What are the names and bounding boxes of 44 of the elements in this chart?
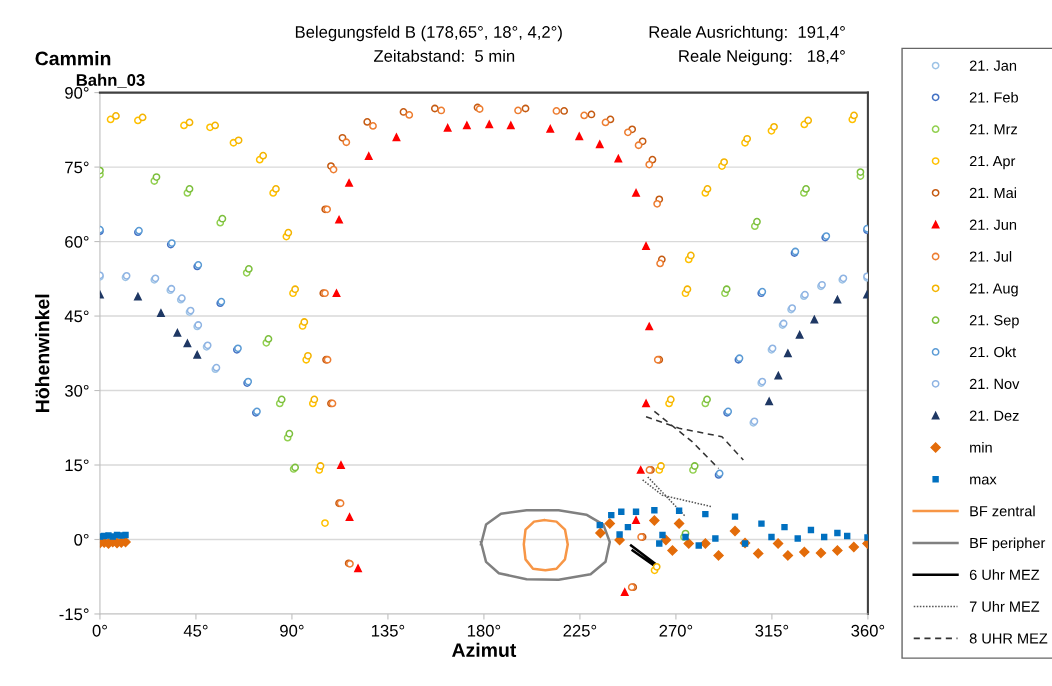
x-tick-label: 270° (659, 624, 693, 637)
legend-label: max (970, 476, 997, 485)
legend-label: 21. Jan (969, 60, 1017, 71)
x-tick-label: 180° (467, 624, 501, 637)
y-tick-label: 30° (64, 384, 89, 397)
legend-label: 21. Jul (969, 251, 1012, 262)
legend-label: 21. Jun (969, 219, 1017, 230)
y-tick-label: 90° (65, 87, 89, 99)
legend-label: min (970, 441, 992, 453)
legend-label: 21. Sep (969, 315, 1019, 329)
chart-subtitle: Bahn_03 (76, 73, 145, 88)
legend-label: 21. Nov (969, 378, 1020, 390)
legend-label: 8 UHR MEZ (969, 633, 1048, 644)
x-tick-label: 225° (563, 624, 597, 637)
legend-label: 21. Apr (969, 155, 1016, 170)
legend-label: 21. Feb (969, 91, 1018, 103)
y-tick-label: 15° (65, 459, 89, 472)
legend-label: 7 Uhr MEZ (969, 601, 1040, 612)
chart-title: Cammin (35, 51, 111, 66)
legend-label: 21. Dez (969, 410, 1019, 421)
y-tick-label: 75° (65, 161, 89, 174)
y-axis-title: Höhenwinkel (35, 294, 50, 412)
y-tick-label: 60° (65, 235, 89, 248)
legend-label: 21. Mai (969, 187, 1016, 199)
legend-label: BF zentral (970, 505, 1035, 517)
legend-label: BF peripher (970, 537, 1046, 552)
x-tick-label: 135° (371, 624, 405, 637)
x-tick-label: 90° (280, 624, 304, 637)
text: Belegungsfeld B (178,65°, 18°, 4,2°) (295, 25, 562, 42)
text: Reale Ausrichtung: 191,4° (649, 25, 845, 42)
text: Reale Neigung: 18,4° (679, 49, 845, 66)
legend-label: 6 Uhr MEZ (969, 569, 1040, 580)
y-tick-label: 45° (64, 310, 89, 323)
x-axis-title: Azimut (452, 642, 517, 657)
x-tick-label: 315° (755, 624, 789, 637)
y-tick-label: -15° (59, 608, 89, 621)
x-tick-label: 45° (183, 624, 208, 637)
legend-label: 21. Mrz (969, 124, 1018, 135)
x-tick-label: 360° (851, 624, 885, 637)
x-tick-label: 0° (92, 624, 107, 637)
legend-label: 21. Aug (969, 283, 1018, 297)
text: Zeitabstand: 5 min (373, 49, 515, 62)
legend-label: 21. Okt (969, 346, 1017, 358)
y-tick-label: 0° (74, 533, 89, 546)
